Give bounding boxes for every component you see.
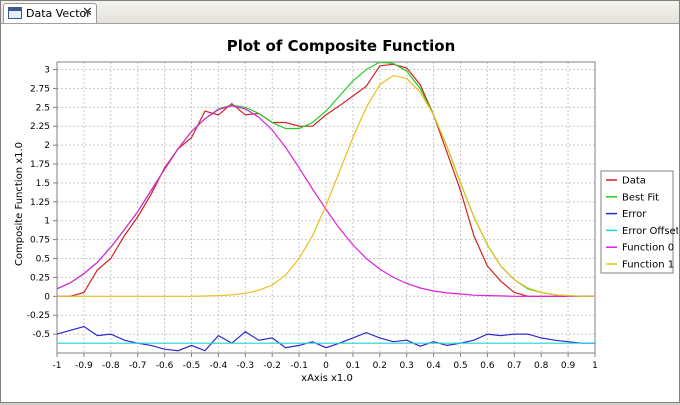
axes: -1 -0.9 -0.8 -0.7 -0.6 -0.5 -0.4 -0.3 -0.2 -0.1 0 0… [27,61,598,371]
legend-label-best-fit: Best Fit [622,192,659,203]
series-line-function-0 [56,105,595,297]
x-tick-label: 0.4 [426,361,441,371]
x-tick-label: -0.5 [183,361,201,371]
legend-label-function-1: Function 1 [622,260,674,271]
close-icon[interactable]: ✕ [82,5,93,20]
x-axis-label: xAxis x1.0 [301,373,353,384]
x-tick-label: 0 [323,361,329,371]
legend-label-function-0: Function 0 [622,243,674,254]
x-tick-label: 0.5 [453,361,467,371]
grid [56,62,596,353]
series-line-data [57,63,595,297]
series-group [56,61,595,352]
x-tick-label: -0.6 [156,361,174,371]
y-tick-label: 3 [44,66,50,76]
x-tick-label: 0.2 [373,361,387,371]
x-tick-label: -0.1 [290,361,308,371]
x-tick-label: -0.9 [75,361,93,371]
x-tick-label: -0.3 [237,361,255,371]
x-tick-label: 0.1 [346,361,360,371]
series-line-error [56,325,595,352]
x-tick-label: 0.8 [534,361,549,371]
tab-label: Data Vector [26,7,91,20]
chart-title: Plot of Composite Function [227,37,456,55]
y-tick-label: 1.75 [30,160,50,170]
plot-frame [56,61,596,354]
y-tick-label: 2.5 [36,103,50,113]
legend-label-data: Data [622,176,646,187]
x-tick-label: 0.9 [561,361,576,371]
y-tick-label: 2.75 [30,84,50,94]
y-tick-label: 2 [44,141,50,151]
y-tick-label: 1.5 [36,179,50,189]
legend-box [600,170,674,274]
legend-label-error: Error [622,209,647,220]
tab-data-vector[interactable]: Data Vector ✕ [3,3,97,23]
y-tick-label: -0.25 [27,311,50,321]
y-tick-label: -0.5 [32,330,50,340]
x-tick-label: 0.7 [507,361,521,371]
x-tick-label: 0.6 [480,361,495,371]
window-icon [8,7,22,19]
x-tick-label: -1 [53,361,62,371]
legend: Data Best Fit Error Error Offset Function 0 F… [600,170,680,274]
y-tick-label: 1 [44,217,50,227]
y-tick-label: 2.25 [30,122,50,132]
x-tick-label: -0.8 [102,361,120,371]
x-tick-label: 0.3 [400,361,414,371]
x-tick-label: -0.7 [129,361,147,371]
y-axis-label: Composite Function x1.0 [14,142,25,266]
series-line-function-1 [57,74,595,297]
plot-area: Plot of Composite Function Composite Fun… [2,24,680,401]
composite-function-chart: Plot of Composite Function Composite Fun… [14,37,680,384]
x-tick-label: -0.4 [210,361,228,371]
y-tick-label: 1.25 [30,198,50,208]
y-tick-label: 0.25 [30,273,50,283]
y-tick-label: 0.75 [30,236,50,246]
x-tick-label: -0.2 [263,361,281,371]
y-tick-label: 0.5 [36,255,50,265]
legend-label-error-offset: Error Offset [622,226,678,237]
tab-bar: Data Vector ✕ [1,1,679,24]
y-tick-label: 0 [44,292,50,302]
x-tick-label: 1 [592,361,598,371]
